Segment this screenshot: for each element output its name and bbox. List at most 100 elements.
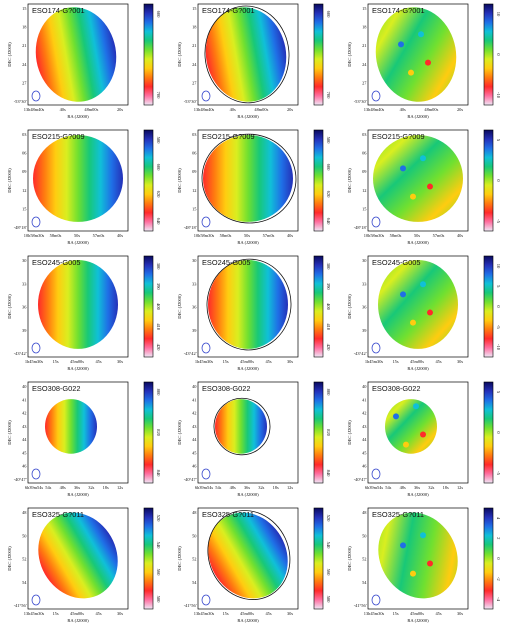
ra-tick-label: 30s [287, 359, 293, 364]
dec-tick-label: 40 [192, 384, 197, 389]
colorbar-tick-label: 380 [156, 263, 161, 271]
ra-tick-label: 57m0s [433, 233, 445, 238]
dec-axis-label: DEC (J2000) [177, 294, 182, 319]
dec-tick-label: -48°18' [184, 225, 197, 230]
colorbar-tick-label: 520 [326, 515, 331, 523]
ra-tick-label: 40s [287, 233, 293, 238]
ra-tick-label: 18s [103, 485, 109, 490]
ra-axis-label: RA (J2000) [237, 618, 259, 623]
panel-row1-col1 [27, 3, 154, 106]
colorbar-tick-label: 0 [496, 179, 501, 182]
ra-axis-label: RA (J2000) [407, 492, 429, 497]
colorbar-tick-label: 840 [326, 470, 331, 478]
residual-speckle [427, 183, 433, 190]
ra-tick-label: 6h39m54s [195, 485, 214, 490]
panel-row3-col3 [367, 255, 494, 358]
colorbar-tick-label: 840 [156, 470, 161, 478]
dec-tick-label: 54 [22, 580, 27, 585]
ra-tick-label: 54s [385, 485, 391, 490]
dec-tick-label: 15 [22, 6, 27, 11]
dec-tick-label: 06 [362, 151, 367, 156]
colorbar-tick-label: 800 [326, 389, 331, 397]
dec-tick-label: 30 [362, 258, 367, 263]
dec-axis-label: DEC (J2000) [347, 294, 352, 319]
panel-row2-col3 [367, 129, 494, 232]
ra-tick-label: 10h58m30s [194, 233, 215, 238]
dec-tick-label: 15 [192, 206, 197, 211]
colorbar-tick-label: 580 [156, 137, 161, 145]
beam-ellipse [31, 90, 41, 102]
colorbar [483, 381, 494, 484]
ra-tick-label: 20s [117, 107, 123, 112]
ra-tick-label: 15s [392, 359, 398, 364]
colorbar [483, 3, 494, 106]
dec-tick-label: -53°30' [354, 99, 367, 104]
colorbar-tick-label: 640 [156, 218, 161, 226]
beam-ellipse [201, 90, 211, 102]
ra-tick-label: 48m00s [254, 107, 268, 112]
dec-tick-label: 18 [22, 25, 27, 30]
galaxy-name: ESO245-G005 [372, 258, 420, 267]
ra-tick-label: 58m0s [50, 233, 62, 238]
ra-tick-label: 13h48m40s [24, 107, 45, 112]
beam-ellipse [201, 342, 211, 354]
ra-tick-label: 54s [215, 485, 221, 490]
ra-tick-label: 13h45m30s [24, 611, 45, 616]
dec-axis-label: DEC (J2000) [347, 546, 352, 571]
beam-ellipse [371, 90, 381, 102]
galaxy-name: ESO174-G?001 [32, 6, 85, 15]
ra-tick-label: 45s [95, 611, 101, 616]
colorbar-tick-label: 800 [156, 389, 161, 397]
beam-ellipse [31, 468, 41, 480]
colorbar-tick-label: 400 [156, 303, 161, 311]
galaxy-name: ESO308-G022 [32, 384, 80, 393]
beam-ellipse [371, 468, 381, 480]
velocity-map [35, 7, 117, 102]
model-velocity-map [208, 260, 288, 349]
dec-tick-label: 33 [192, 281, 197, 286]
colorbar-tick-label: 580 [156, 596, 161, 604]
dec-tick-label: 39 [22, 328, 27, 333]
colorbar [313, 3, 324, 106]
beam-ellipse [371, 342, 381, 354]
dec-tick-label: 46 [362, 464, 367, 469]
dec-tick-label: 44 [192, 437, 197, 442]
residual-speckle [420, 281, 426, 288]
dec-tick-label: 21 [192, 43, 196, 48]
model-velocity-map [205, 7, 287, 102]
colorbar-tick-label: 580 [326, 596, 331, 604]
ra-tick-label: 10h58m30s [364, 233, 385, 238]
colorbar [143, 129, 154, 232]
galaxy-name: ESO325-G?011 [202, 510, 254, 519]
colorbar-tick-label: 0 [496, 305, 501, 308]
beam-ellipse [201, 468, 211, 480]
dec-axis-label: DEC (J2000) [177, 546, 182, 571]
dec-tick-label: 41 [22, 397, 26, 402]
ra-tick-label: 48s [60, 485, 66, 490]
dec-tick-label: 42 [362, 411, 366, 416]
colorbar-tick-label: 820 [326, 429, 331, 437]
ra-tick-label: 40s [117, 233, 123, 238]
ra-axis-label: RA (J2000) [67, 492, 89, 497]
panel-row5-col2 [197, 507, 324, 610]
residual-speckle [398, 41, 404, 48]
dec-tick-label: 27 [22, 80, 27, 85]
dec-tick-label: 03 [362, 132, 367, 137]
dec-tick-label: 06 [192, 151, 197, 156]
ra-tick-label: 32s [258, 485, 264, 490]
dec-tick-label: -43°42' [14, 351, 27, 356]
ra-tick-label: 20s [457, 107, 463, 112]
dec-axis-label: DEC (J2000) [7, 294, 12, 319]
colorbar-tick-label: 600 [326, 164, 331, 172]
ra-tick-label: 6h39m54s [365, 485, 384, 490]
ra-tick-label: 18s [443, 485, 449, 490]
dec-tick-label: 44 [362, 437, 367, 442]
ra-tick-label: 15s [222, 611, 228, 616]
ra-axis-label: RA (J2000) [407, 240, 429, 245]
colorbar-tick-label: 10 [496, 12, 501, 17]
ra-tick-label: 57m0s [263, 233, 275, 238]
ra-tick-label: 45s [95, 359, 101, 364]
ra-tick-label: 15s [52, 611, 58, 616]
velocity-map [33, 135, 123, 222]
colorbar-tick-label: 2 [496, 537, 501, 540]
